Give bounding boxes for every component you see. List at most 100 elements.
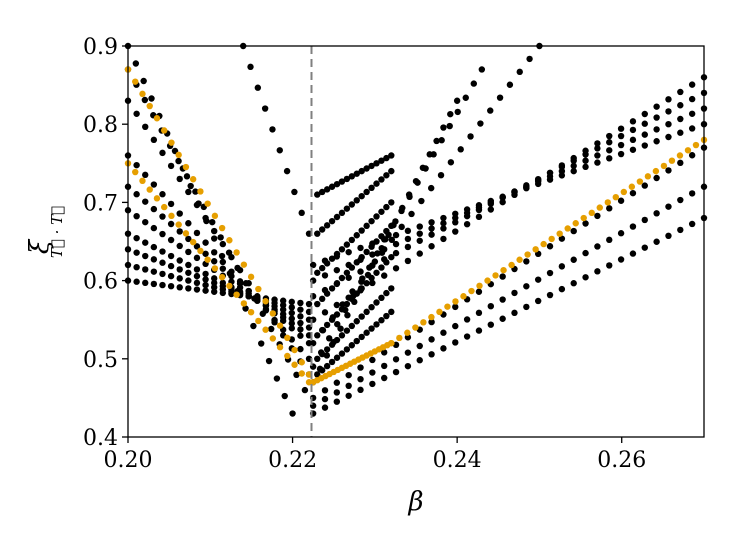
data-point	[133, 249, 140, 256]
data-point	[636, 178, 644, 185]
data-point	[428, 318, 435, 326]
data-point	[189, 238, 197, 246]
data-point	[452, 298, 459, 305]
data-point	[463, 206, 471, 213]
data-point	[353, 318, 360, 325]
data-point	[463, 316, 471, 323]
data-point	[582, 249, 589, 257]
data-point	[606, 205, 613, 212]
data-point	[333, 398, 341, 405]
data-point	[228, 290, 235, 298]
data-point	[582, 163, 589, 171]
data-point	[167, 252, 175, 260]
data-point	[452, 322, 459, 330]
data-point	[328, 316, 336, 323]
data-point	[523, 283, 530, 290]
data-point	[688, 190, 696, 197]
data-point	[475, 309, 483, 317]
data-point	[348, 322, 356, 330]
data-point	[594, 140, 601, 147]
data-point	[617, 125, 625, 132]
data-point	[688, 81, 696, 88]
data-point	[148, 95, 155, 102]
data-point	[677, 196, 684, 204]
data-point	[570, 227, 577, 235]
data-point	[368, 162, 375, 170]
y-axis-label-subscript: T⃗ · T⃗	[48, 206, 66, 258]
data-point	[392, 368, 400, 376]
data-point	[288, 325, 295, 332]
data-point	[298, 370, 305, 377]
y-axis-label: ξ T⃗ · T⃗	[25, 206, 66, 258]
data-point	[558, 285, 566, 293]
data-point	[416, 342, 423, 350]
data-point	[193, 254, 201, 262]
x-tick-label: 0.24	[433, 448, 482, 473]
data-point	[484, 277, 491, 284]
y-tick-label: 0.7	[83, 191, 118, 216]
data-point	[677, 129, 684, 136]
data-point	[211, 279, 218, 287]
data-point	[183, 173, 191, 180]
y-tick-label: 0.6	[83, 270, 118, 295]
data-point	[240, 261, 248, 268]
data-point	[373, 269, 380, 276]
data-point	[140, 77, 147, 85]
data-point	[378, 294, 385, 301]
data-point	[139, 177, 146, 185]
data-point	[369, 279, 376, 287]
data-point	[629, 146, 637, 153]
data-point	[487, 321, 495, 328]
data-point	[436, 308, 443, 316]
data-point	[388, 253, 395, 261]
data-point	[338, 350, 346, 357]
data-point	[176, 228, 183, 235]
data-point	[564, 225, 571, 232]
data-point	[291, 188, 298, 196]
data-point	[321, 404, 329, 411]
data-point	[269, 126, 276, 133]
data-point	[314, 355, 321, 362]
data-point	[620, 188, 628, 196]
data-point	[582, 157, 589, 164]
data-point	[291, 346, 298, 354]
data-point	[333, 389, 341, 396]
data-point	[378, 233, 385, 240]
data-point	[318, 295, 326, 303]
data-point	[440, 345, 447, 352]
data-point	[606, 155, 613, 162]
data-point	[323, 346, 331, 353]
data-point	[314, 332, 321, 339]
data-point	[254, 84, 262, 91]
data-point	[428, 219, 435, 226]
data-point	[150, 224, 158, 232]
data-point	[487, 302, 495, 310]
data-point	[185, 277, 192, 284]
data-point	[396, 334, 403, 342]
data-point	[202, 287, 209, 294]
data-point	[416, 223, 423, 230]
data-point	[159, 149, 166, 157]
data-point	[406, 193, 413, 201]
data-point	[546, 291, 554, 299]
data-point	[197, 247, 204, 255]
data-point	[440, 329, 447, 336]
data-point	[452, 228, 459, 235]
data-point	[677, 115, 684, 123]
data-point	[321, 309, 329, 316]
data-point	[428, 351, 435, 358]
data-point	[665, 232, 672, 240]
data-point	[422, 165, 429, 172]
data-point	[297, 299, 304, 307]
data-point	[357, 364, 364, 371]
data-point	[211, 258, 218, 265]
data-point	[438, 137, 445, 144]
data-point	[348, 236, 356, 244]
data-point	[271, 316, 278, 324]
data-point	[202, 239, 209, 246]
data-point	[219, 258, 227, 266]
data-point	[692, 141, 700, 149]
data-point	[262, 326, 269, 333]
data-point	[167, 162, 175, 170]
data-point	[492, 272, 499, 279]
